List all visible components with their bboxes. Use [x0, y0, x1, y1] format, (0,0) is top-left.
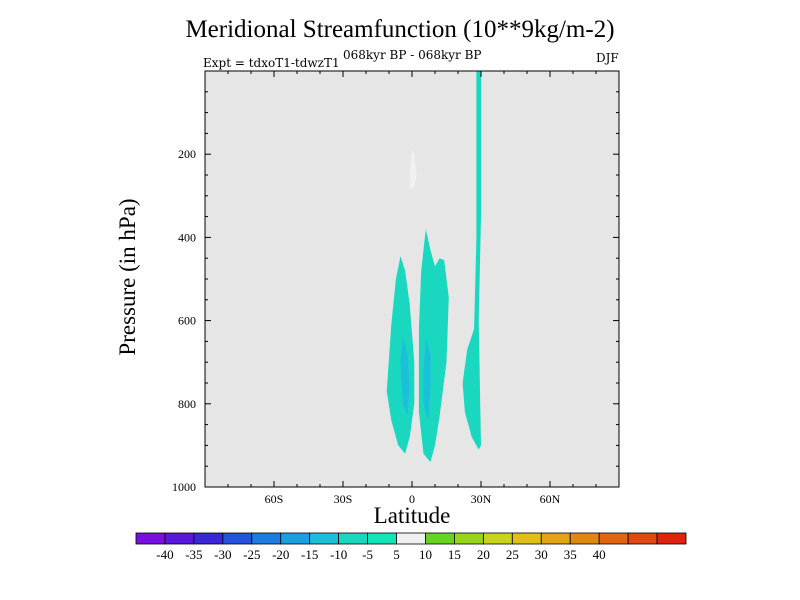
chart-title: Meridional Streamfunction (10**9kg/m-2)	[185, 16, 615, 43]
colorbar-box	[280, 532, 311, 545]
colorbar-box	[482, 532, 513, 545]
axes: 60S 30S 0 30N 60N 200 400 600 800 1000	[172, 70, 620, 506]
colorbar: -40 -35 -30 -25 -20 -15 -10 -5 5 10 15 20 25 30 35 40	[135, 532, 687, 562]
colorbar-box	[135, 532, 166, 545]
colorbar-box	[396, 532, 426, 545]
period-label: 068kyr BP - 068kyr BP	[343, 48, 482, 62]
colorbar-box	[454, 532, 484, 545]
y-tick-label: 600	[178, 314, 196, 328]
x-tick-label: 30N	[471, 492, 492, 506]
contour-negative-cell-30n	[462, 71, 481, 450]
colorbar-label: 40	[593, 547, 606, 562]
colorbar-box	[338, 532, 368, 545]
colorbar-box	[511, 532, 542, 545]
colorbar-label: 15	[448, 547, 461, 562]
contour-positive-blob	[409, 150, 417, 190]
colorbar-label: 25	[506, 547, 519, 562]
plot-area	[205, 71, 619, 487]
x-tick-label: 0	[409, 492, 415, 506]
colorbar-label: -35	[185, 547, 202, 562]
colorbar-label: 30	[535, 547, 548, 562]
colorbar-box	[164, 532, 195, 545]
colorbar-label: -5	[362, 547, 373, 562]
colorbar-box	[367, 532, 397, 545]
y-tick-label: 400	[178, 230, 196, 244]
x-tick-label: 60S	[265, 492, 284, 506]
colorbar-label: 35	[564, 547, 577, 562]
y-tick-label: 200	[178, 147, 196, 161]
colorbar-label: -20	[272, 547, 289, 562]
colorbar-box	[656, 532, 687, 545]
colorbar-box	[598, 532, 629, 545]
colorbar-box	[569, 532, 600, 545]
plot-background	[205, 71, 619, 487]
colorbar-label: -40	[156, 547, 173, 562]
y-tick-label: 800	[178, 397, 196, 411]
colorbar-label: 20	[477, 547, 490, 562]
x-axis-label: Latitude	[373, 503, 451, 528]
contour-negative-core-left	[400, 337, 410, 417]
colorbar-label: -15	[301, 547, 318, 562]
colorbar-box	[540, 532, 571, 545]
contour-negative-core-right	[423, 337, 431, 421]
colorbar-box	[193, 532, 224, 545]
x-tick-label: 60N	[540, 492, 561, 506]
experiment-label: Expt = tdxoT1-tdwzT1	[203, 56, 340, 70]
x-tick-label: 30S	[334, 492, 353, 506]
season-label: DJF	[596, 51, 619, 65]
colorbar-label: 5	[393, 547, 400, 562]
colorbar-label: -10	[330, 547, 347, 562]
colorbar-box	[222, 532, 253, 545]
colorbar-box	[251, 532, 282, 545]
colorbar-box	[627, 532, 658, 545]
colorbar-box	[425, 532, 455, 545]
colorbar-label: -30	[214, 547, 231, 562]
colorbar-label: -25	[243, 547, 260, 562]
colorbar-label: 10	[419, 547, 432, 562]
y-tick-label: 1000	[172, 480, 196, 494]
colorbar-box	[309, 532, 340, 545]
